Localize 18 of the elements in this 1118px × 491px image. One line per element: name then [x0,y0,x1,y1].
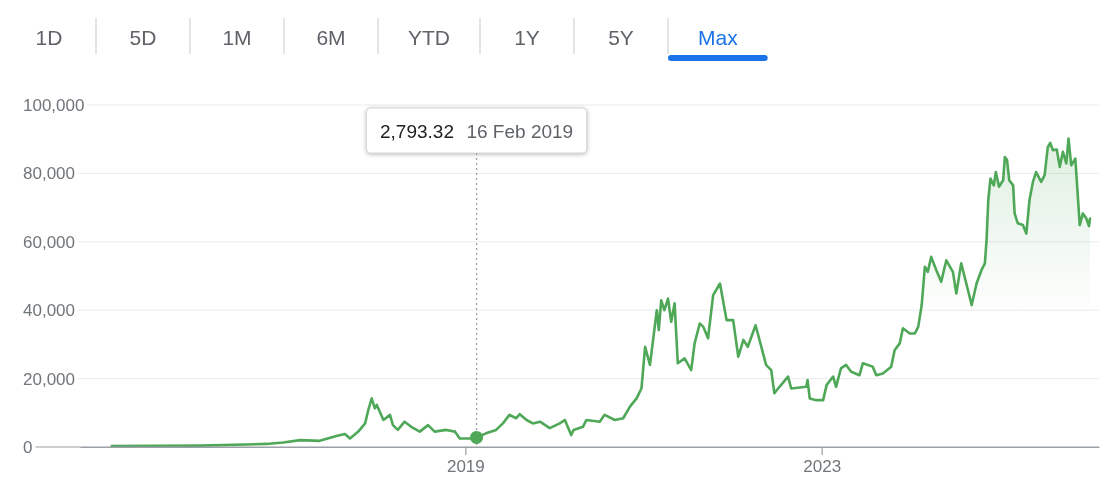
text: YTD [408,25,450,49]
x-tick-label: 2023 [803,457,842,477]
text: 1D [35,25,63,49]
y-tick-label: 60,000 [23,232,75,252]
y-tick-label: 40,000 [23,300,75,320]
y-tick-label: 20,000 [23,369,75,389]
text: 5Y [608,25,634,49]
annotation: 16 Feb 2019 [466,120,574,141]
y-tick-label: 80,000 [23,163,75,183]
text: 1M [222,25,252,49]
text: 5D [129,25,157,49]
text: 6M [316,25,346,49]
x-tick-label: 2019 [446,457,485,477]
text: Max [698,25,739,49]
text: 1Y [514,25,540,49]
y-tick-label: 0 [23,437,33,457]
y-tick-label: 100,000 [23,95,85,115]
annotation: 2,793.32 [379,120,454,141]
